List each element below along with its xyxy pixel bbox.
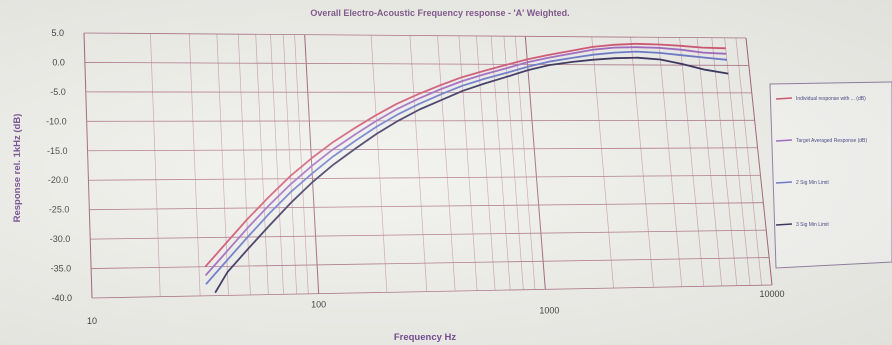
- y-tick-label: 0.0: [52, 57, 65, 67]
- legend-label: Target Averaged Response (dB): [796, 138, 867, 144]
- grid-line-vertical: [294, 34, 309, 294]
- grid-line-horizontal: [86, 119, 755, 122]
- grid-line-vertical: [282, 34, 298, 295]
- legend-label: 2 Sig Min Limit: [796, 180, 829, 186]
- y-tick-label: -25.0: [49, 205, 70, 215]
- grid-line-vertical: [370, 35, 388, 293]
- grid-line-vertical: [255, 34, 269, 295]
- x-tick-label: 10: [87, 316, 97, 326]
- series-line-3: [205, 50, 727, 285]
- grid-line-horizontal: [91, 257, 770, 269]
- legend-swatch: [775, 139, 793, 142]
- series-line-2: [204, 46, 727, 276]
- legend-label: Individual response with ... (dB): [796, 96, 866, 102]
- legend-swatch: [775, 223, 793, 226]
- grid-line-horizontal: [91, 284, 773, 299]
- grid-line-vertical: [437, 35, 456, 292]
- grid-line-vertical: [237, 34, 251, 295]
- legend-swatch: [775, 97, 793, 100]
- series-line-1: [204, 42, 726, 268]
- grid-line-horizontal: [89, 202, 764, 211]
- legend-box: [769, 81, 892, 269]
- grid-line-vertical: [524, 36, 546, 290]
- grid-line-vertical: [630, 37, 654, 288]
- y-tick-label: -40.0: [51, 293, 72, 303]
- x-tick-label: 100: [311, 300, 326, 310]
- y-tick-label: -15.0: [47, 146, 68, 156]
- grid-major: [83, 32, 773, 299]
- grid-line-vertical: [503, 36, 524, 290]
- grid-line-vertical: [409, 35, 428, 292]
- grid-line-vertical: [188, 33, 201, 296]
- y-tick-label: 5.0: [51, 28, 64, 38]
- series-layer: [204, 42, 729, 294]
- legend-swatch: [775, 181, 793, 184]
- grid-line-vertical: [83, 32, 93, 299]
- grid-line-vertical: [745, 37, 773, 286]
- y-tick-label: -5.0: [50, 87, 66, 97]
- y-tick-label: -20.0: [48, 175, 69, 185]
- x-tick-label: 10000: [759, 289, 784, 299]
- grid-line-horizontal: [84, 62, 749, 66]
- y-tick-labels: 5.0 0.0 -5.0 -10.0 -15.0 -20.0 -25.0 -30.0 -35.0…: [46, 28, 72, 303]
- x-tick-label: 1000: [539, 305, 559, 315]
- grid-line-vertical: [591, 36, 614, 289]
- series-line-4: [214, 56, 729, 294]
- grid-line-vertical: [476, 35, 496, 291]
- grid-line-horizontal: [87, 147, 758, 152]
- grid-line-vertical: [711, 37, 738, 286]
- grid-line-vertical: [304, 34, 320, 294]
- y-tick-label: -30.0: [50, 234, 71, 244]
- grid-line-vertical: [696, 37, 723, 286]
- chart-title: Overall Electro-Acoustic Frequency respo…: [310, 8, 569, 18]
- y-tick-label: -35.0: [51, 264, 72, 274]
- y-axis-label: Response rel. 1kHz (dB): [12, 114, 23, 223]
- grid-line-vertical: [657, 37, 683, 287]
- grid-line-vertical: [679, 37, 705, 287]
- legend: Individual response with ... (dB) Target …: [769, 81, 892, 269]
- grid-line-horizontal: [83, 32, 747, 39]
- grid-line-horizontal: [88, 174, 761, 181]
- grid-line-vertical: [270, 34, 284, 295]
- grid-line-vertical: [735, 37, 762, 286]
- grid-line-horizontal: [90, 229, 767, 240]
- x-tick-labels: 10 100 1000 10000: [87, 289, 785, 326]
- grid-line-vertical: [724, 37, 751, 286]
- grid-minor: [150, 33, 762, 297]
- x-axis-label: Frequency Hz: [394, 332, 457, 343]
- grid-line-horizontal: [85, 91, 752, 94]
- y-tick-label: -10.0: [46, 116, 67, 126]
- grid-line-vertical: [150, 33, 161, 297]
- grid-line-vertical: [490, 36, 511, 291]
- grid-line-vertical: [514, 36, 536, 290]
- grid-line-vertical: [458, 35, 478, 291]
- legend-label: 3 Sig Min Limit: [796, 222, 829, 228]
